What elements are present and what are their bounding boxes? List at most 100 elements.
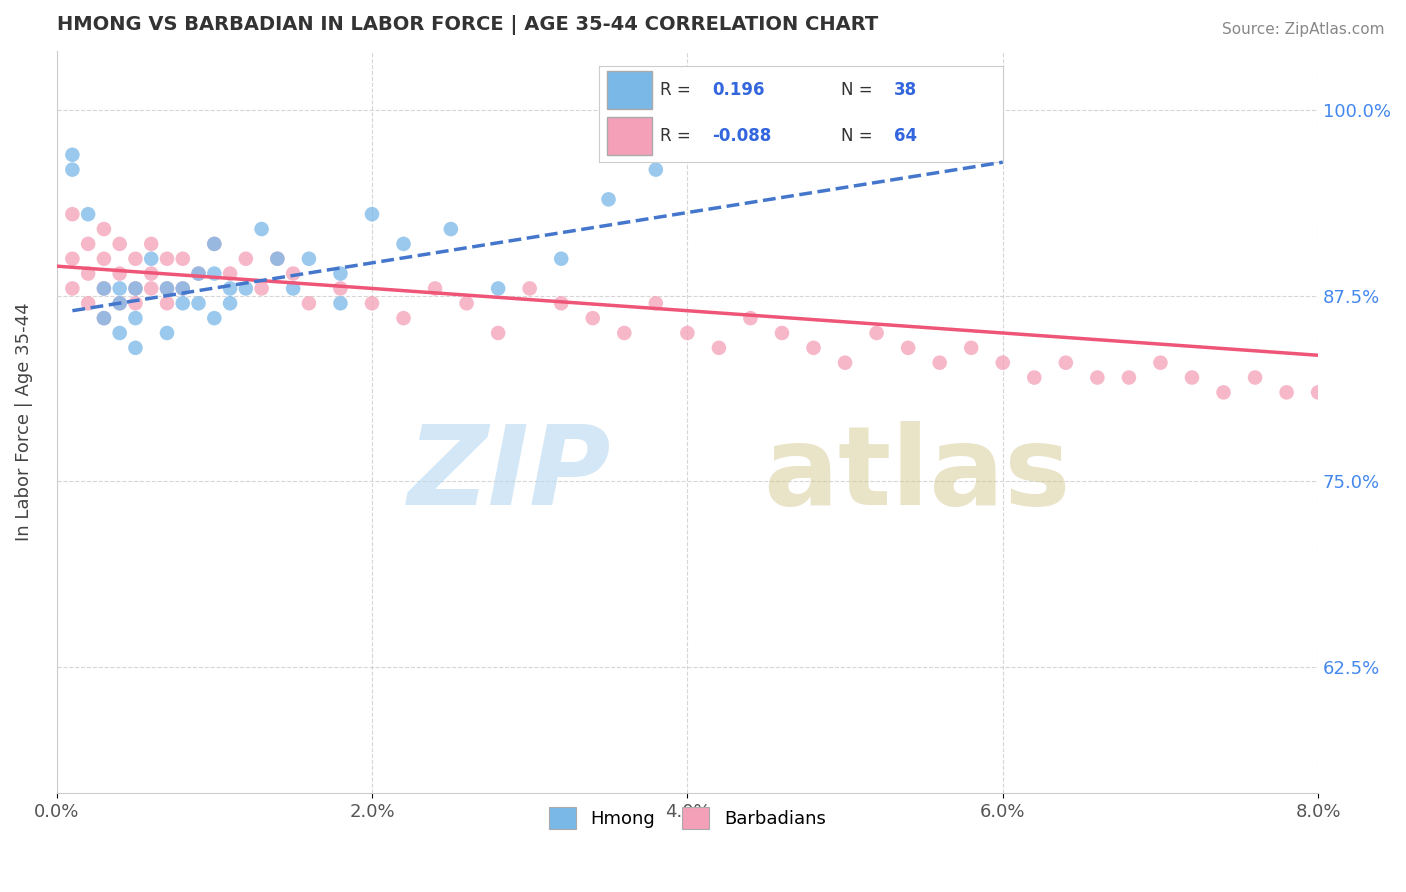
Point	[156, 296, 179, 310]
Point	[124, 252, 146, 266]
Point	[519, 281, 541, 295]
Point	[202, 236, 225, 251]
Point	[141, 252, 163, 266]
Point	[124, 281, 146, 295]
Point	[141, 281, 163, 295]
Point	[141, 236, 163, 251]
Point	[266, 252, 288, 266]
Point	[707, 118, 730, 132]
Point	[93, 252, 115, 266]
Point	[219, 281, 242, 295]
Point	[392, 236, 415, 251]
Point	[1181, 370, 1204, 384]
Point	[440, 222, 463, 236]
Point	[187, 267, 209, 281]
Point	[77, 207, 100, 221]
Point	[93, 222, 115, 236]
Point	[77, 296, 100, 310]
Point	[1244, 370, 1267, 384]
Point	[124, 341, 146, 355]
Point	[928, 356, 950, 370]
Point	[187, 267, 209, 281]
Point	[156, 252, 179, 266]
Point	[1275, 385, 1298, 400]
Point	[803, 341, 825, 355]
Point	[897, 341, 920, 355]
Point	[93, 311, 115, 326]
Point	[770, 326, 793, 340]
Point	[93, 281, 115, 295]
Y-axis label: In Labor Force | Age 35-44: In Labor Force | Age 35-44	[15, 302, 32, 541]
Point	[1054, 356, 1077, 370]
Point	[219, 296, 242, 310]
Point	[172, 281, 194, 295]
Point	[456, 296, 478, 310]
Point	[172, 296, 194, 310]
Point	[141, 267, 163, 281]
Text: Source: ZipAtlas.com: Source: ZipAtlas.com	[1222, 22, 1385, 37]
Point	[124, 296, 146, 310]
Point	[740, 311, 762, 326]
Point	[361, 296, 384, 310]
Point	[235, 281, 257, 295]
Point	[613, 326, 636, 340]
Point	[156, 281, 179, 295]
Point	[108, 281, 131, 295]
Point	[361, 207, 384, 221]
Point	[486, 326, 509, 340]
Point	[266, 252, 288, 266]
Point	[60, 207, 83, 221]
Point	[156, 326, 179, 340]
Point	[1085, 370, 1108, 384]
Point	[235, 252, 257, 266]
Point	[329, 267, 352, 281]
Point	[202, 267, 225, 281]
Point	[644, 296, 666, 310]
Point	[1212, 385, 1234, 400]
Legend: Hmong, Barbadians: Hmong, Barbadians	[541, 800, 832, 837]
Point	[77, 236, 100, 251]
Point	[834, 356, 856, 370]
Point	[108, 236, 131, 251]
Point	[1118, 370, 1140, 384]
Point	[124, 281, 146, 295]
Point	[108, 296, 131, 310]
Point	[202, 236, 225, 251]
Point	[550, 252, 572, 266]
Point	[202, 311, 225, 326]
Point	[865, 326, 887, 340]
Point	[60, 281, 83, 295]
Point	[172, 252, 194, 266]
Point	[423, 281, 446, 295]
Point	[250, 222, 273, 236]
Point	[108, 296, 131, 310]
Point	[298, 296, 321, 310]
Point	[991, 356, 1014, 370]
Point	[392, 311, 415, 326]
Point	[108, 326, 131, 340]
Point	[60, 148, 83, 162]
Point	[676, 326, 699, 340]
Point	[1149, 356, 1171, 370]
Point	[582, 311, 605, 326]
Point	[281, 267, 304, 281]
Point	[77, 267, 100, 281]
Point	[598, 192, 620, 206]
Text: HMONG VS BARBADIAN IN LABOR FORCE | AGE 35-44 CORRELATION CHART: HMONG VS BARBADIAN IN LABOR FORCE | AGE …	[56, 15, 877, 35]
Point	[298, 252, 321, 266]
Text: ZIP: ZIP	[408, 420, 612, 527]
Point	[93, 311, 115, 326]
Point	[644, 162, 666, 177]
Point	[172, 281, 194, 295]
Point	[156, 281, 179, 295]
Point	[281, 281, 304, 295]
Point	[219, 267, 242, 281]
Point	[60, 162, 83, 177]
Point	[60, 252, 83, 266]
Point	[1308, 385, 1330, 400]
Point	[707, 341, 730, 355]
Point	[329, 296, 352, 310]
Point	[93, 281, 115, 295]
Point	[1024, 370, 1046, 384]
Point	[486, 281, 509, 295]
